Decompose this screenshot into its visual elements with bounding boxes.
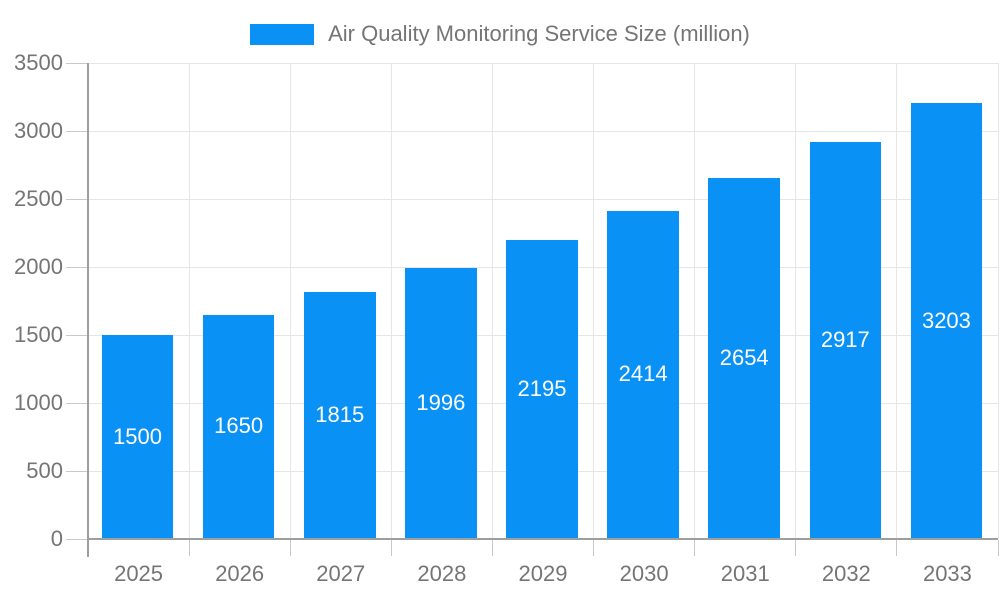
gridline-horizontal: [88, 198, 998, 200]
bar-2025[interactable]: 1500: [101, 335, 174, 538]
y-axis-label: 3000: [14, 118, 63, 143]
y-axis-tick: [66, 266, 88, 268]
bar-value-label: 1996: [416, 389, 466, 415]
bar-2029[interactable]: 2195: [506, 240, 578, 538]
x-axis-label-2026: 2026: [215, 561, 265, 586]
y-axis-label: 0: [50, 526, 63, 551]
x-axis-label-2027: 2027: [316, 561, 366, 586]
x-axis-label-2033: 2033: [922, 561, 972, 586]
gridline-vertical: [593, 63, 595, 539]
bar-value-label: 1815: [315, 402, 365, 428]
x-axis-label-2025: 2025: [114, 561, 164, 586]
gridline-vertical: [896, 63, 898, 539]
y-axis-tick: [66, 334, 88, 336]
bar-2028[interactable]: 1996: [405, 267, 477, 538]
bar-value-label: 2654: [719, 345, 769, 371]
y-axis-label: 2500: [14, 186, 63, 211]
y-axis-label: 1000: [14, 390, 63, 415]
bar-2030[interactable]: 2414: [607, 210, 679, 538]
y-axis-tick: [66, 538, 88, 540]
bar-2032[interactable]: 2917: [809, 142, 882, 538]
x-axis-tick: [491, 540, 493, 556]
y-axis-label: 3500: [14, 50, 63, 75]
x-axis-label-2031: 2031: [720, 561, 770, 586]
bar-value-label: 1500: [113, 423, 163, 449]
x-axis-tick: [795, 540, 797, 556]
x-axis-tick: [997, 540, 999, 556]
legend[interactable]: Air Quality Monitoring Service Size (mil…: [0, 21, 1000, 47]
gridline-vertical: [491, 63, 493, 539]
x-axis-tick: [390, 540, 392, 556]
gridline-vertical: [289, 63, 291, 539]
gridline-vertical: [997, 63, 999, 539]
bar-value-label: 3203: [921, 307, 971, 333]
bar-2033[interactable]: 3203: [910, 103, 983, 538]
y-axis-tick: [66, 130, 88, 132]
bar-value-label: 2917: [820, 327, 870, 353]
gridline-vertical: [188, 63, 190, 539]
bar-value-label: 2414: [618, 361, 668, 387]
x-axis-tick: [289, 540, 291, 556]
x-axis-label-2030: 2030: [619, 561, 669, 586]
x-axis-tick: [694, 540, 696, 556]
gridline-horizontal: [88, 62, 998, 64]
gridline-horizontal: [88, 130, 998, 132]
y-axis-tick: [66, 402, 88, 404]
y-axis-tick: [66, 198, 88, 200]
gridline-vertical: [694, 63, 696, 539]
gridline-vertical: [795, 63, 797, 539]
bar-value-label: 2195: [517, 376, 567, 402]
x-axis-line: [87, 538, 998, 540]
y-axis-label: 1500: [14, 322, 63, 347]
y-axis-label: 500: [26, 458, 63, 483]
x-axis-label-2029: 2029: [518, 561, 568, 586]
y-axis-label: 2000: [14, 254, 63, 279]
bar-2026[interactable]: 1650: [202, 314, 275, 538]
legend-label: Air Quality Monitoring Service Size (mil…: [328, 21, 750, 46]
gridline-vertical: [390, 63, 392, 539]
x-axis-label-2028: 2028: [417, 561, 467, 586]
y-axis-tick: [66, 470, 88, 472]
y-axis-line: [87, 63, 89, 557]
x-axis-tick: [188, 540, 190, 556]
x-axis-label-2032: 2032: [821, 561, 871, 586]
bar-2031[interactable]: 2654: [708, 178, 780, 538]
x-axis-tick: [896, 540, 898, 556]
x-axis-tick: [593, 540, 595, 556]
legend-swatch[interactable]: [250, 23, 315, 45]
bar-value-label: 1650: [214, 413, 264, 439]
y-axis-tick: [66, 62, 88, 64]
bar-2027[interactable]: 1815: [304, 292, 376, 538]
